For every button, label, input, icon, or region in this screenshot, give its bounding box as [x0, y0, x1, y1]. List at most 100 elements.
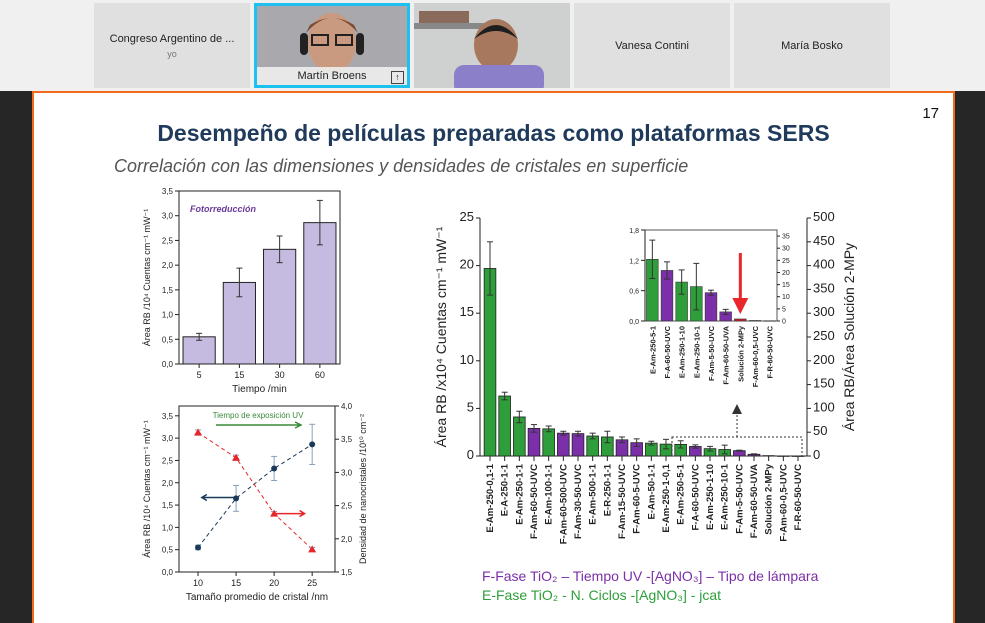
main-x-tick-label: F-Am-15-50-UVC — [617, 464, 628, 539]
participant-tile-video[interactable] — [414, 3, 570, 88]
slide-subtitle: Correlación con las dimensiones y densid… — [114, 156, 689, 176]
bar-chart-y-label: Área RB /10⁴ Cuentas cm⁻¹ mW⁻¹ — [142, 209, 152, 346]
main-y2-label: Área RB/Área Solución 2-MPy — [841, 243, 857, 431]
scatter-y-axis-tick-label: 1,0 — [162, 523, 174, 532]
charts-layer: 0,0 0,5 1,0 1,5 2,0 2,5 3,0 3,5 5 15 30 60 Fotorredu… — [142, 187, 857, 603]
main-y-axis-tick-label: 20 — [460, 257, 474, 272]
scatter-x-tick-label: 10 — [193, 578, 203, 588]
participant-tile-vanesa[interactable]: Vanesa Contini — [574, 3, 730, 88]
highlight-arrow-head — [732, 298, 749, 314]
slide-page-number: 17 — [922, 105, 939, 122]
scatter-y2-axis-tick-label: 3,0 — [341, 468, 353, 477]
inset-x-tick-label: E-Am-250-5-1 — [648, 326, 657, 374]
share-icon[interactable]: ↑ — [391, 71, 404, 84]
main-y2-axis-tick-label: 500 — [813, 209, 835, 224]
main-x-tick-label: E-Am-50-1-1 — [646, 463, 657, 519]
scatter-annotation: Tiempo de exposición UV — [213, 411, 305, 420]
main-y-axis-tick-label: 0 — [467, 447, 474, 462]
inset-x-tick-label: F-Am-60-0,5-UVC — [751, 325, 760, 387]
bar-chart-x-tick-label: 60 — [315, 370, 325, 380]
data-point — [271, 465, 278, 472]
participant-strip: Congreso Argentino de ... yo Martín Broe… — [0, 0, 985, 91]
main-x-tick-label: F-Am-5-50-UVC — [734, 464, 745, 534]
scatter-y2-axis-tick-label: 2,0 — [341, 535, 353, 544]
bar — [483, 268, 497, 457]
data-point — [233, 495, 240, 502]
participant-tile-self[interactable]: Congreso Argentino de ... yo — [94, 3, 250, 88]
inset-y2-tick-label: 10 — [782, 294, 790, 301]
participant-video — [414, 11, 544, 88]
bar-chart-x-tick-label: 30 — [275, 370, 285, 380]
bar-chart-y-axis-tick-label: 1,0 — [162, 311, 174, 320]
main-y2-axis-tick-label: 0 — [813, 447, 820, 462]
inset-x-tick-label: F-Am-60-50-UVA — [722, 325, 731, 384]
participant-name: Vanesa Contini — [615, 39, 689, 52]
main-x-tick-label: F-R-60-50-UVC — [793, 464, 804, 531]
inset-bar — [704, 292, 718, 322]
inset-x-tick-label: E-Am-250-1-10 — [678, 326, 687, 378]
inset-x-tick-label: Solución 2-MPy — [736, 325, 745, 382]
scatter-y-axis-tick-label: 0,5 — [162, 546, 174, 555]
bar — [303, 222, 337, 365]
zoom-arrow-head — [732, 404, 742, 414]
main-x-tick-label: F-Am-30-50-UVC — [573, 464, 584, 539]
scatter-x-label: Tamaño promedio de cristal /nm — [186, 592, 328, 603]
main-y2-axis-tick-label: 450 — [813, 233, 835, 248]
inset-y2-tick-label: 5 — [782, 306, 786, 313]
inset-bar — [734, 318, 747, 322]
participant-name-bar: Martín Broens — [257, 67, 407, 85]
inset-y-axis-tick-label: 1,8 — [629, 228, 639, 235]
scatter-y-axis-tick-label: 2,5 — [162, 456, 174, 465]
bar-chart-x-tick-label: 5 — [197, 370, 202, 380]
bar-chart-y-axis-tick-label: 0,5 — [162, 335, 174, 344]
main-y2-axis-tick-label: 200 — [813, 352, 835, 367]
inset-y2-tick-label: 15 — [782, 282, 790, 289]
scatter-y-axis-tick-label: 0,0 — [162, 568, 174, 577]
participant-tile-martin[interactable]: Martín Broens ↑ — [254, 3, 410, 88]
inset-y2-tick-label: 0 — [782, 319, 786, 326]
main-x-tick-label: E-Am-100-1-1 — [544, 463, 555, 524]
main-y-axis-tick-label: 25 — [460, 209, 474, 224]
bar — [182, 336, 216, 365]
scatter-y2-axis-tick-label: 1,5 — [341, 568, 353, 577]
inset-y2-tick-label: 30 — [782, 246, 790, 253]
scatter-y-axis-tick-label: 3,0 — [162, 434, 174, 443]
inset-bar — [763, 320, 776, 322]
main-x-tick-label: E-Am-250-0,1-1 — [485, 463, 496, 532]
scatter-y-axis-tick-label: 1,5 — [162, 501, 174, 510]
arrow-left-axis — [200, 493, 237, 502]
data-point — [232, 453, 241, 461]
scatter-x-tick-label: 20 — [269, 578, 279, 588]
main-y2-axis-tick-label: 400 — [813, 257, 835, 272]
main-x-tick-label: F-Am-60-5-UVC — [632, 464, 643, 534]
scatter-y2-axis-tick-label: 2,5 — [341, 502, 353, 511]
scatter-x-tick-label: 25 — [307, 578, 317, 588]
inset-x-tick-label: F-R-60-50-UVC — [766, 325, 775, 378]
inset-y2-tick-label: 35 — [782, 234, 790, 241]
bar-chart-y-axis-tick-label: 2,5 — [162, 236, 174, 245]
slide-title: Desempeño de películas preparadas como p… — [157, 120, 830, 146]
scatter-y-axis-tick-label: 3,5 — [162, 412, 174, 421]
inset-y2-tick-label: 25 — [782, 258, 790, 265]
data-point — [195, 544, 202, 551]
inset-y-axis-tick-label: 1,2 — [629, 258, 639, 265]
bar-chart-title: Fotorreducción — [190, 204, 257, 214]
main-y-axis-tick-label: 10 — [460, 352, 474, 367]
participant-tile-maria[interactable]: María Bosko — [734, 3, 890, 88]
scatter-y-label: Área RB /10⁴ Cuentas cm⁻¹ mW⁻¹ — [142, 420, 152, 557]
main-x-tick-label: E-R-250-1-1 — [602, 463, 613, 516]
participant-video — [300, 13, 364, 73]
main-y2-axis-tick-label: 50 — [813, 423, 827, 438]
inset-x-tick-label: F-Am-5-50-UVC — [707, 325, 716, 381]
bar-chart-y-axis-tick-label: 3,0 — [162, 212, 174, 221]
main-y-axis-tick-label: 5 — [467, 399, 474, 414]
main-x-tick-label: E-Am-250-5-1 — [676, 463, 687, 524]
scatter-y2-axis-tick-label: 3,5 — [341, 435, 353, 444]
main-x-tick-label: Solución 2-MPy — [764, 463, 775, 534]
main-y2-axis-tick-label: 250 — [813, 328, 835, 343]
main-x-tick-label: F-Am-60-50-UVC — [529, 464, 540, 539]
bar-chart-y-axis-tick-label: 2,0 — [162, 261, 174, 270]
main-x-tick-label: E-A-250-1-1 — [500, 463, 511, 516]
bar-chart-y-axis-tick-label: 1,5 — [162, 286, 174, 295]
legend-f-series: F-Fase TiO₂ – Tiempo UV -[AgNO₃] – Tipo … — [482, 568, 819, 584]
